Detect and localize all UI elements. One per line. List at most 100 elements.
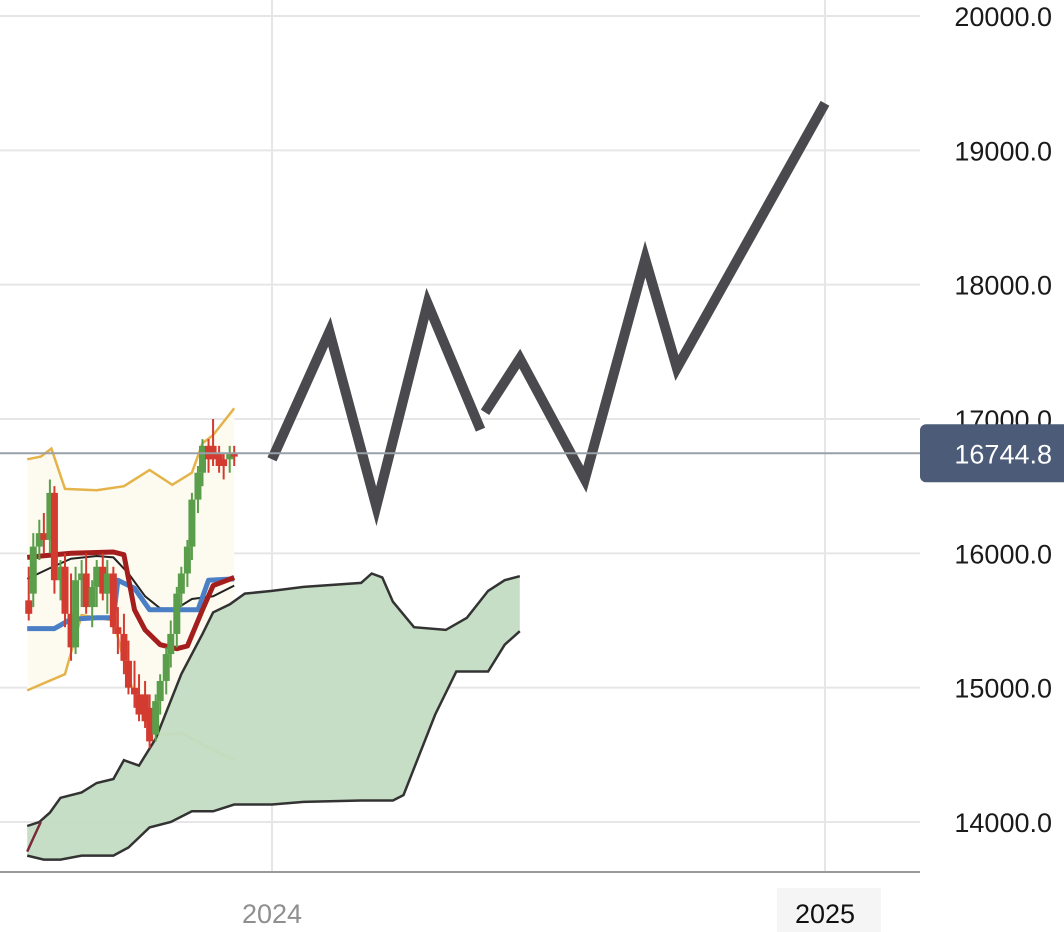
candle [40, 513, 48, 554]
candle [78, 560, 86, 608]
candle-body [220, 459, 228, 467]
candle [124, 640, 132, 695]
candle [88, 580, 96, 628]
candle-body [99, 566, 107, 594]
candle-body [46, 492, 54, 540]
candle-body [156, 680, 164, 702]
candle-body [120, 633, 128, 661]
grid [0, 0, 920, 873]
candle-body [114, 627, 122, 634]
candle-body [167, 633, 175, 655]
candle-body [35, 533, 43, 547]
candle [177, 566, 185, 608]
projection-segment [480, 100, 830, 493]
candle-body [135, 694, 143, 715]
candle-body [40, 533, 48, 540]
candle [131, 660, 139, 708]
candle [146, 694, 154, 749]
candle [183, 539, 191, 587]
candle [46, 479, 54, 554]
candle [72, 566, 80, 655]
candle [61, 553, 69, 628]
ichimoku-cloud [26, 572, 521, 861]
last-price-label: 16744.8 [954, 439, 1052, 469]
candle-body [215, 452, 223, 467]
lagging-line [26, 821, 42, 853]
candle [114, 607, 122, 655]
y-tick-label: 20000.0 [954, 2, 1052, 32]
candle [173, 586, 181, 648]
candle-body [109, 573, 117, 628]
candle [29, 533, 37, 608]
candle-body [78, 573, 86, 581]
candle [109, 566, 117, 634]
candle [103, 560, 111, 614]
candle-body [152, 701, 160, 735]
x-tick-highlight [777, 888, 881, 932]
candle-body [82, 573, 90, 608]
candle-body [194, 472, 202, 500]
candle [67, 573, 75, 661]
candle-body [141, 694, 149, 722]
candle [141, 680, 149, 728]
cloud-lower-edge [26, 630, 521, 861]
candle [82, 553, 90, 614]
candle-body [50, 492, 58, 581]
candle [135, 674, 143, 722]
candle-body [103, 573, 111, 594]
candle-body [72, 580, 80, 648]
candle-body [67, 613, 75, 648]
candle [194, 466, 202, 514]
y-tick-label: 14000.0 [954, 808, 1052, 838]
candle [220, 452, 228, 480]
y-tick-label: 15000.0 [954, 674, 1052, 704]
y-tick-label: 18000.0 [954, 271, 1052, 301]
candle-body [29, 546, 37, 594]
projection-path [0, 100, 1064, 527]
candle [230, 445, 238, 467]
x-tick-label: 2024 [242, 899, 302, 929]
candle-body [25, 600, 33, 614]
y-tick-label: 19000.0 [954, 136, 1052, 166]
candle-body [230, 452, 238, 457]
projection-segment [267, 287, 486, 527]
candle [156, 674, 164, 715]
candle-body [198, 445, 206, 473]
candle-body [146, 707, 154, 742]
candle-body [173, 593, 181, 634]
candlesticks [25, 419, 238, 749]
candle [25, 566, 33, 621]
candle [152, 694, 160, 742]
sma-line [26, 554, 235, 610]
candle [167, 620, 175, 668]
cloud-fill [27, 573, 520, 860]
base-line [26, 549, 236, 652]
candle-body [124, 660, 132, 688]
x-axis-ticks: 2024 2025 [242, 888, 881, 932]
y-tick-label: 16000.0 [954, 539, 1052, 569]
candle [188, 492, 196, 561]
candle [99, 553, 107, 601]
x-tick-label: 2025 [795, 899, 855, 929]
candle [226, 445, 234, 473]
cloud-upper-edge [26, 572, 521, 828]
candle [93, 560, 101, 608]
candle [50, 486, 58, 594]
candle-body [93, 566, 101, 587]
candle-body [226, 452, 234, 460]
last-price-tag-background [920, 424, 1064, 483]
candle-body [162, 654, 170, 681]
bollinger-upper-line [26, 407, 236, 492]
candle-body [188, 499, 196, 547]
candle-body [61, 566, 69, 614]
candle [198, 439, 206, 487]
candle [162, 647, 170, 695]
candle-body [177, 573, 185, 594]
candle [56, 560, 64, 601]
candle [120, 613, 128, 675]
last-price-tag: 16744.8 [920, 424, 1064, 483]
candle-body [131, 687, 139, 695]
y-axis-ticks: 14000.015000.016000.017000.018000.019000… [954, 2, 1052, 838]
candle-body [56, 566, 64, 581]
